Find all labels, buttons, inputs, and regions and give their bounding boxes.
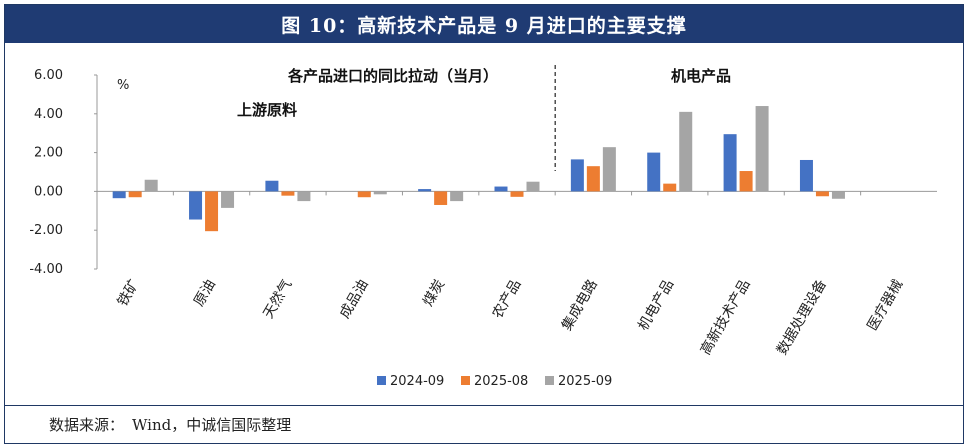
x-category-label: 天然气 xyxy=(260,277,296,322)
y-tick-label: 2.00 xyxy=(34,146,63,161)
source-value: Wind，中诚信国际整理 xyxy=(132,416,292,434)
bar-2024-09 xyxy=(265,180,279,192)
bar-2025-09 xyxy=(602,147,616,192)
x-category-label: 集成电路 xyxy=(558,277,601,334)
y-axis-unit: % xyxy=(117,78,129,93)
x-category-label: 农产品 xyxy=(490,277,525,321)
bar-2024-09 xyxy=(647,152,661,192)
bar-2024-09 xyxy=(570,159,584,192)
y-tick-label: -4.00 xyxy=(29,262,63,277)
bar-2024-09 xyxy=(189,191,203,220)
bar-2025-08 xyxy=(281,191,295,196)
bar-2024-09 xyxy=(112,191,126,199)
y-tick-label: -2.00 xyxy=(29,223,63,238)
bar-2025-08 xyxy=(510,191,524,197)
figure-frame: 图 10：高新技术产品是 9 月进口的主要支撑 -4.00 -2.00 0.00 2.… xyxy=(4,4,964,444)
bar-2025-08 xyxy=(128,191,142,198)
x-category-label: 机电产品 xyxy=(635,277,677,333)
bar-2024-09 xyxy=(723,134,737,192)
bar-2024-09 xyxy=(799,159,813,192)
legend-swatch xyxy=(545,376,554,385)
bar-2025-09 xyxy=(450,191,464,202)
y-tick-label: 0.00 xyxy=(34,184,63,199)
bar-2025-09 xyxy=(144,179,158,192)
bar-2024-09 xyxy=(494,186,508,192)
x-category-label: 煤炭 xyxy=(420,277,448,309)
bar-2025-08 xyxy=(739,171,753,192)
bar-2025-09 xyxy=(526,181,540,192)
legend-label: 2025-08 xyxy=(474,374,528,389)
source-note: 数据来源： Wind，中诚信国际整理 xyxy=(5,405,963,443)
bar-2025-09 xyxy=(373,191,387,195)
x-category-label: 医疗器械 xyxy=(864,277,906,333)
bar-2025-09 xyxy=(297,191,311,202)
bar-2024-09 xyxy=(418,189,432,192)
legend-swatch xyxy=(377,376,386,385)
annotation-mechanical: 机电产品 xyxy=(671,67,731,85)
x-category-label: 铁矿 xyxy=(115,277,143,309)
legend-swatch xyxy=(461,376,470,385)
bar-2025-08 xyxy=(357,191,371,198)
y-tick-label: 6.00 xyxy=(34,68,63,83)
chart-title: 各产品进口的同比拉动（当月） xyxy=(287,67,498,85)
bar-2025-09 xyxy=(679,111,693,192)
source-label: 数据来源： xyxy=(49,416,125,434)
bar-2025-08 xyxy=(434,191,448,205)
bar-2025-09 xyxy=(221,191,235,208)
x-category-label: 原油 xyxy=(191,277,219,309)
y-tick-label: 4.00 xyxy=(34,107,63,122)
bar-2025-08 xyxy=(205,191,219,232)
bar-2025-09 xyxy=(831,191,845,199)
annotation-upstream: 上游原料 xyxy=(237,101,297,119)
x-category-label: 数据处理设备 xyxy=(773,277,830,358)
x-category-label: 成品油 xyxy=(337,277,372,321)
bar-2025-08 xyxy=(663,183,677,192)
legend-label: 2025-09 xyxy=(558,374,612,389)
x-category-label: 高新技术产品 xyxy=(697,277,754,358)
figure-title: 图 10：高新技术产品是 9 月进口的主要支撑 xyxy=(5,5,963,43)
bar-2025-09 xyxy=(755,106,769,192)
bar-2025-08 xyxy=(586,166,600,192)
bar-chart: -4.00 -2.00 0.00 2.00 4.00 6.00% 铁矿 原油 天然气 成品油 煤炭 农… xyxy=(29,65,937,389)
legend-label: 2024-09 xyxy=(390,374,444,389)
bar-2025-08 xyxy=(815,191,829,197)
